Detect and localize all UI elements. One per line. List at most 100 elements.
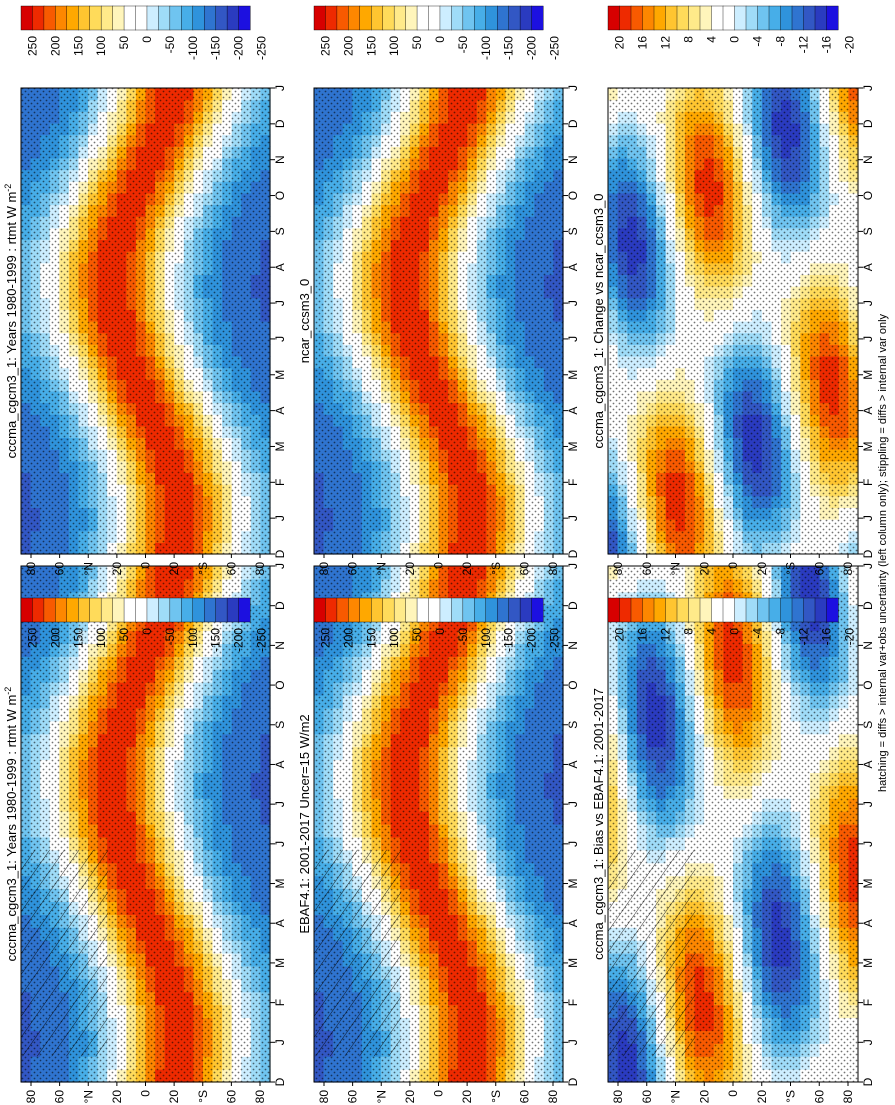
latitude-tick-label: 60 [346,562,360,576]
latitude-tick-label: 60 [517,562,531,576]
month-tick-label: N [273,641,287,650]
latitude-tick-label: 20 [167,562,181,576]
colorbar-tick-label: 8 [682,36,696,43]
latitude-tick-label: 0 [432,562,446,569]
colorbar-tick-label: 250 [318,36,332,56]
month-tick-label: D [566,1077,580,1086]
month-tick-label: D [273,549,287,558]
colorbar-tick-label: 100 [94,628,108,648]
colorbar-tick-label: 150 [364,628,378,648]
colorbar-tick-label: -150 [209,36,223,60]
month-tick-label: D [566,119,580,128]
colorbar-tick-label: -100 [186,628,200,652]
latitude-tick-label: 80 [841,562,855,576]
month-tick-label: O [273,680,287,689]
month-tick-label: A [861,263,875,271]
month-tick-label: J [861,801,875,807]
latitude-tick-label: 20 [697,1090,711,1104]
latitude-tick-label: 60 [53,1090,67,1104]
latitude-tick-label: 0 [726,1090,740,1097]
colorbar-tick-label: -20 [843,36,857,54]
month-tick-label: A [273,919,287,927]
month-tick-label: J [566,85,580,91]
month-tick-label: J [566,300,580,306]
colorbar-tick-label: -4 [751,628,765,639]
colorbar-tick-label: 50 [117,628,131,642]
month-tick-label: S [273,721,287,729]
colorbar-tick-label: -200 [525,36,539,60]
latitude-tick-label: 80 [611,1090,625,1104]
colorbar-tick-label: 0 [433,628,447,635]
colorbar-tick-label: 20 [613,628,627,642]
month-tick-label: D [861,549,875,558]
month-tick-label: A [566,263,580,271]
latitude-tick-label: 60 [346,1090,360,1104]
month-tick-label: D [273,1077,287,1086]
month-tick-label: D [861,601,875,610]
month-tick-label: J [273,841,287,847]
month-tick-label: D [566,601,580,610]
latitude-tick-label: 80 [24,1090,38,1104]
month-tick-label: O [273,191,287,200]
latitude-tick-label: 80 [841,1090,855,1104]
month-tick-label: S [861,721,875,729]
month-tick-label: M [566,879,580,889]
latitude-tick-label: °S [489,1090,503,1103]
colorbar-tick-label: 200 [341,36,355,56]
colorbar-tick-label: 4 [705,628,719,635]
colorbar: 20 16 12 8 4 0 -4 -8 -12 -16 -20 [607,5,857,54]
latitude-tick-label: 60 [640,1090,654,1104]
month-tick-label: D [861,1077,875,1086]
latitude-tick-label: 80 [611,562,625,576]
latitude-tick-label: 20 [460,562,474,576]
colorbar-tick-label: 0 [728,628,742,635]
colorbar-tick-label: -8 [774,628,788,639]
month-tick-label: A [861,919,875,927]
colorbar: 250 200 150 100 50 0 -50 -100 -150 -200 -250 [313,5,561,60]
latitude-tick-label: 0 [432,1090,446,1097]
panel-title: cccma_cgcm3_1: Years 1980-1999 : rtmt W … [3,687,19,962]
latitude-tick-label: 80 [24,562,38,576]
panel-title: ncar_ccsm3_0 [297,279,312,364]
month-tick-label: A [273,263,287,271]
latitude-tick-label: 20 [755,1090,769,1104]
latitude-tick-label: 20 [755,562,769,576]
month-tick-label: O [566,191,580,200]
colorbar-tick-label: 12 [659,36,673,50]
latitude-tick-label: °N [669,562,683,575]
colorbar-tick-label: 250 [25,628,39,648]
colorbar-tick-label: -150 [502,628,516,652]
month-tick-label: D [566,549,580,558]
colorbar-tick-label: -20 [843,628,857,646]
colorbar-tick-label: -12 [797,36,811,54]
month-tick-label: N [861,641,875,650]
colorbar-tick-label: 4 [705,36,719,43]
hatching [608,849,696,1057]
month-tick-label: J [861,85,875,91]
month-tick-label: M [861,958,875,968]
month-tick-label: O [861,680,875,689]
latitude-tick-label: °N [669,1090,683,1103]
stippling [21,88,270,554]
latitude-tick-label: °S [196,1090,210,1103]
stippling [314,88,563,554]
month-tick-label: J [273,801,287,807]
colorbar-tick-label: 150 [364,36,378,56]
colorbar-tick-label: 150 [71,36,85,56]
colorbar-tick-label: -200 [525,628,539,652]
latitude-tick-label: 80 [317,562,331,576]
month-tick-label: A [861,760,875,768]
colorbar-tick-label: -100 [479,628,493,652]
latitude-tick-label: 80 [253,562,267,576]
colorbar: 250 200 150 100 50 0 -50 -100 -150 -200 -250 [20,5,268,60]
month-tick-label: M [861,441,875,451]
colorbar-tick-label: 150 [71,628,85,648]
colorbar-tick-label: 100 [387,628,401,648]
colorbar-tick-label: 0 [140,628,154,635]
month-tick-label: M [273,958,287,968]
month-tick-label: S [273,227,287,235]
colorbar-tick-label: 16 [636,628,650,642]
